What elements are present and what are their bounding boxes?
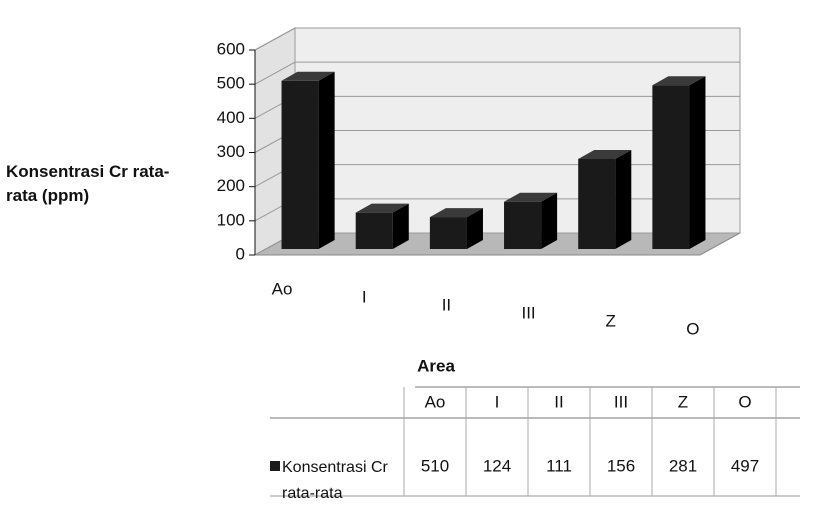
table-value: 124	[483, 456, 511, 475]
y-tick-label: 0	[236, 244, 245, 263]
y-tick-label: 200	[217, 176, 245, 195]
legend-label: Konsentrasi Cr rata-rata	[282, 455, 422, 507]
table-header: II	[554, 392, 563, 411]
table-value: 281	[669, 456, 697, 475]
bar	[578, 159, 615, 249]
table-value: 156	[607, 456, 635, 475]
bar-side	[541, 193, 557, 249]
y-tick-label: 600	[217, 39, 245, 58]
bar-side	[689, 76, 705, 249]
y-tick-label: 300	[217, 142, 245, 161]
table-header: Ao	[425, 392, 446, 411]
table-header: III	[614, 392, 628, 411]
table-value: 111	[546, 456, 572, 475]
bar	[430, 217, 467, 249]
x-tick-label: II	[442, 295, 451, 314]
table-header: O	[738, 392, 751, 411]
x-tick-label: III	[521, 303, 535, 322]
x-tick-label: O	[686, 319, 699, 338]
x-tick-label: Z	[606, 311, 616, 330]
table-header: Z	[678, 392, 688, 411]
x-axis-title: Area	[417, 356, 455, 375]
y-tick-label: 400	[217, 108, 245, 127]
legend-swatch	[270, 461, 280, 471]
y-tick-label: 500	[217, 74, 245, 93]
x-tick-label: I	[362, 287, 367, 306]
y-axis-title: Konsentrasi Cr rata-rata (ppm)	[6, 160, 196, 208]
bar	[504, 202, 541, 249]
table-value: 497	[731, 456, 759, 475]
chart: 0100200300400500600AoAo510II124IIII111II…	[0, 0, 825, 507]
bar	[652, 85, 689, 249]
bar	[356, 213, 393, 249]
y-tick-label: 100	[217, 210, 245, 229]
bar	[282, 81, 319, 249]
bar-side	[319, 72, 335, 249]
bar-side	[615, 150, 631, 249]
x-tick-label: Ao	[272, 279, 293, 298]
table-header: I	[495, 392, 500, 411]
table-value: 510	[421, 456, 449, 475]
page: 0100200300400500600AoAo510II124IIII111II…	[0, 0, 825, 507]
